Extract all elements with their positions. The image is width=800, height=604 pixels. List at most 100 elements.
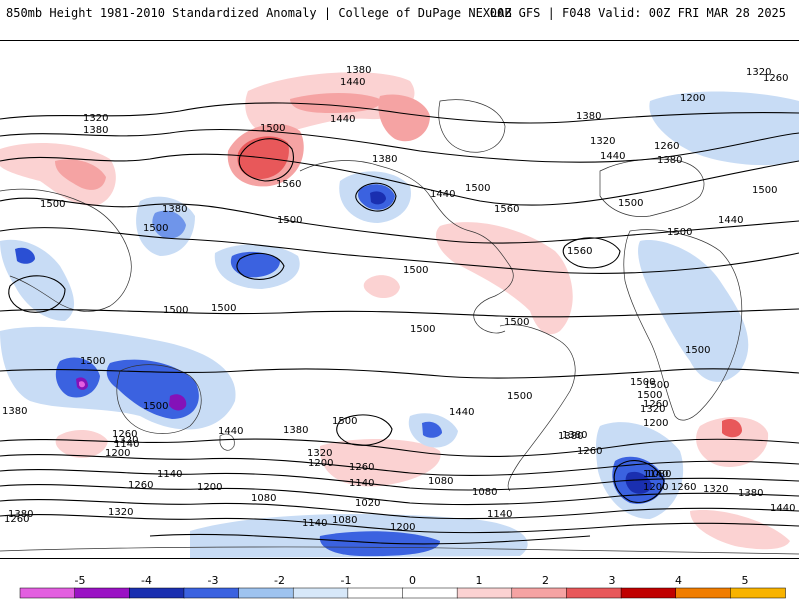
contour-closed-nw-canada: [355, 182, 397, 212]
contour-label: 1080: [472, 487, 497, 498]
colorbar-segment: [238, 587, 294, 599]
anomaly-pos-antarctic: [690, 510, 790, 550]
contour-label: 1560: [276, 179, 301, 190]
contour-label: 1140: [349, 478, 374, 489]
contour-label: 1500: [211, 303, 236, 314]
colorbar-segment: [511, 587, 568, 599]
colorbar-tick-label: 2: [542, 574, 549, 587]
contour-label: 1560: [494, 204, 519, 215]
contour-label: 1140: [643, 469, 668, 480]
colorbar-tick-label: -4: [141, 574, 152, 587]
anomaly-pos-us-east: [435, 222, 573, 335]
contour-label: 1200: [105, 448, 130, 459]
contour-label: 1320: [307, 448, 332, 459]
contour-1320-south: [0, 469, 799, 491]
contour-label: 1380: [562, 430, 587, 441]
contour-label: 1260: [128, 480, 153, 491]
contour-label: 1080: [332, 515, 357, 526]
coastline-africa: [623, 229, 743, 421]
contour-label: 1200: [197, 482, 222, 493]
contour-label: 1440: [340, 77, 365, 88]
run-info: 00Z GFS | F048 Valid: 00Z FRI MAR 28 202…: [489, 6, 786, 20]
coastline-south-america: [499, 324, 576, 492]
contour-label: 1200: [308, 458, 333, 469]
anomaly-neg-indian-ocean-purple-2: [169, 394, 187, 411]
contour-1380-north: [0, 102, 799, 124]
contour-label: 1380: [2, 406, 27, 417]
contour-label: 1500: [752, 185, 777, 196]
anomaly-pos-eurasia-core: [55, 159, 106, 190]
contour-label: 1500: [80, 356, 105, 367]
contour-label: 1200: [643, 482, 668, 493]
contour-label: 1260: [577, 446, 602, 457]
contour-label: 1500: [410, 324, 435, 335]
anomaly-neg-south-atlantic-center: [625, 471, 652, 494]
contour-label: 1500: [332, 416, 357, 427]
colorbar-tick-label: 4: [675, 574, 682, 587]
colorbar-segment: [620, 587, 677, 599]
anomaly-pos-south-pacific: [319, 439, 441, 487]
contour-label: 1500: [260, 123, 285, 134]
coastline-asia: [0, 188, 132, 312]
colorbar-tick-label: -1: [341, 574, 352, 587]
contour-label: 1380: [8, 509, 33, 520]
contour-label: 1500: [504, 317, 529, 328]
anomaly-pos-south-atlantic-core: [722, 419, 742, 438]
contour-label: 1320: [640, 404, 665, 415]
contour-label: 1500: [637, 390, 662, 401]
height-contours: [0, 102, 799, 545]
colorbar-segment: [402, 587, 458, 599]
contour-label: 1440: [218, 426, 243, 437]
contour-1500-mid: [0, 197, 799, 244]
contour-label: 1440: [718, 215, 743, 226]
colorbar-segment: [19, 587, 76, 599]
colorbar-tick-label: -2: [274, 574, 285, 587]
positive-anomalies: [0, 72, 790, 550]
map-panel[interactable]: 1380 1440 1320 1260 1320 1380 1500 1560 1440 1380…: [0, 40, 799, 559]
contour-label: 1380: [83, 125, 108, 136]
contour-label: 1560: [567, 246, 592, 257]
contour-label: 1320: [590, 136, 615, 147]
contour-label: 1080: [646, 469, 671, 480]
contour-1200-south: [0, 499, 799, 520]
contour-label: 1380: [346, 65, 371, 76]
contour-label: 1380: [283, 425, 308, 436]
coastline-new-zealand: [219, 433, 235, 451]
contour-label: 1500: [465, 183, 490, 194]
colorbar-tick-label: 0: [409, 574, 416, 587]
contour-label: 1080: [251, 493, 276, 504]
contour-1080-south: [149, 533, 591, 545]
contour-closed-atlantic-high: [562, 237, 621, 269]
contour-1500-south-tropics: [0, 368, 799, 379]
colorbar-tick-label: 1: [476, 574, 483, 587]
contour-label: 1500: [630, 377, 655, 388]
anomaly-pos-south-atlantic: [696, 416, 769, 467]
contour-label: 1500: [667, 227, 692, 238]
contour-label: 1260: [643, 399, 668, 410]
contour-label: 1320: [113, 435, 138, 446]
contour-1260-south: [0, 484, 799, 506]
contour-label: 1380: [657, 155, 682, 166]
contour-closed-gulf-alaska: [238, 138, 294, 182]
anomaly-neg-africa: [638, 240, 749, 382]
contour-label: 1320: [746, 67, 771, 78]
contour-label: 1200: [643, 418, 668, 429]
colorbar-tick-label: -3: [208, 574, 219, 587]
contour-label: 1500: [40, 199, 65, 210]
header: 850mb Height 1981-2010 Standardized Anom…: [0, 0, 800, 30]
contour-label: 1500: [163, 305, 188, 316]
contour-label: 1380: [162, 204, 187, 215]
contour-label: 1500: [685, 345, 710, 356]
colorbar-segment: [74, 587, 131, 599]
contour-label: 1440: [430, 189, 455, 200]
contour-label: 1440: [449, 407, 474, 418]
contour-label: 1500: [618, 198, 643, 209]
contour-label: 1140: [157, 469, 182, 480]
coastline-antarctica: [0, 546, 799, 555]
colorbar-segment: [675, 587, 732, 599]
contour-label: 1500: [403, 265, 428, 276]
contour-1500-equator: [0, 308, 799, 318]
contour-label: 1140: [302, 518, 327, 529]
contour-label: 1260: [654, 141, 679, 152]
contour-closed-central-pacific: [236, 252, 285, 280]
